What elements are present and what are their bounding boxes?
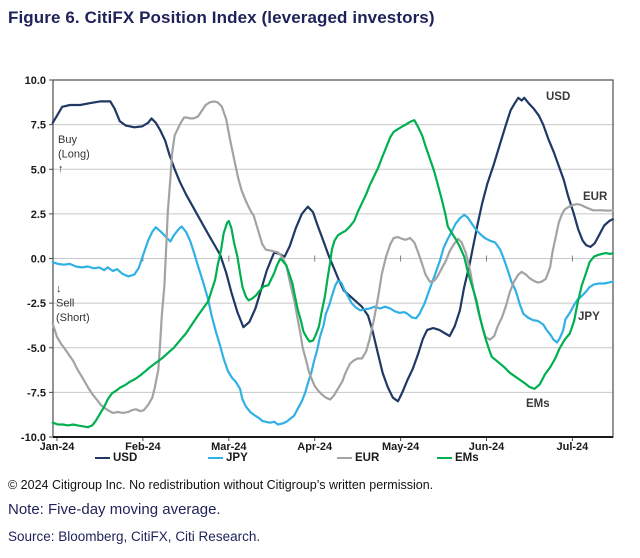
figure-title: Figure 6. CitiFX Position Index (leverag… <box>8 8 435 27</box>
legend-item-ems: EMs <box>437 451 479 465</box>
sell-short-annotation: ↓ <box>56 283 62 295</box>
x-tick-label: Jul-24 <box>557 441 590 453</box>
legend-label: EUR <box>355 452 380 464</box>
source-text: Source: Bloomberg, CitiFX, Citi Research… <box>8 529 261 544</box>
sell-short-annotation: (Short) <box>56 312 90 324</box>
series-label-ems: EMs <box>526 398 550 410</box>
y-tick-label: -2.5 <box>27 298 46 310</box>
legend-label: EMs <box>455 452 479 464</box>
legend-swatch-icon <box>208 456 223 460</box>
x-tick-label: Mar-24 <box>211 441 247 453</box>
x-tick-label: Jan-24 <box>40 441 76 453</box>
legend-swatch-icon <box>437 456 452 460</box>
x-tick-label: Apr-24 <box>297 441 333 453</box>
legend-item-usd: USD <box>95 451 137 465</box>
y-tick-label: 7.5 <box>31 120 46 132</box>
series-label-usd: USD <box>546 91 570 103</box>
series-label-eur: EUR <box>583 191 608 203</box>
legend-label: JPY <box>226 452 248 464</box>
y-tick-label: 5.0 <box>31 164 46 176</box>
series-label-jpy: JPY <box>578 311 600 323</box>
x-tick-label: May-24 <box>382 441 420 453</box>
y-tick-label: -5.0 <box>27 343 46 355</box>
series-line-eur <box>51 100 614 414</box>
series-line-ems <box>51 119 614 429</box>
legend-swatch-icon <box>337 456 352 460</box>
y-tick-label: -7.5 <box>27 387 46 399</box>
legend-item-eur: EUR <box>337 451 379 465</box>
legend-label: USD <box>113 452 138 464</box>
y-tick-label: 10.0 <box>25 75 46 87</box>
series-line-usd <box>51 96 614 403</box>
x-tick-label: Jun-24 <box>469 441 505 453</box>
chart-legend: USD JPY EUR EMs <box>0 451 640 467</box>
note-text: Note: Five-day moving average. <box>8 501 221 518</box>
buy-long-annotation: Buy <box>58 134 77 146</box>
buy-long-annotation: ↑ <box>58 163 64 175</box>
y-tick-label: 2.5 <box>31 209 46 221</box>
x-tick-label: Feb-24 <box>125 441 161 453</box>
y-tick-label: 0.0 <box>31 254 46 266</box>
legend-item-jpy: JPY <box>208 451 248 465</box>
sell-short-annotation: Sell <box>56 298 74 310</box>
legend-swatch-icon <box>95 456 110 460</box>
copyright-text: © 2024 Citigroup Inc. No redistribution … <box>8 478 434 492</box>
buy-long-annotation: (Long) <box>58 149 90 161</box>
y-tick-label: -10.0 <box>21 432 46 444</box>
